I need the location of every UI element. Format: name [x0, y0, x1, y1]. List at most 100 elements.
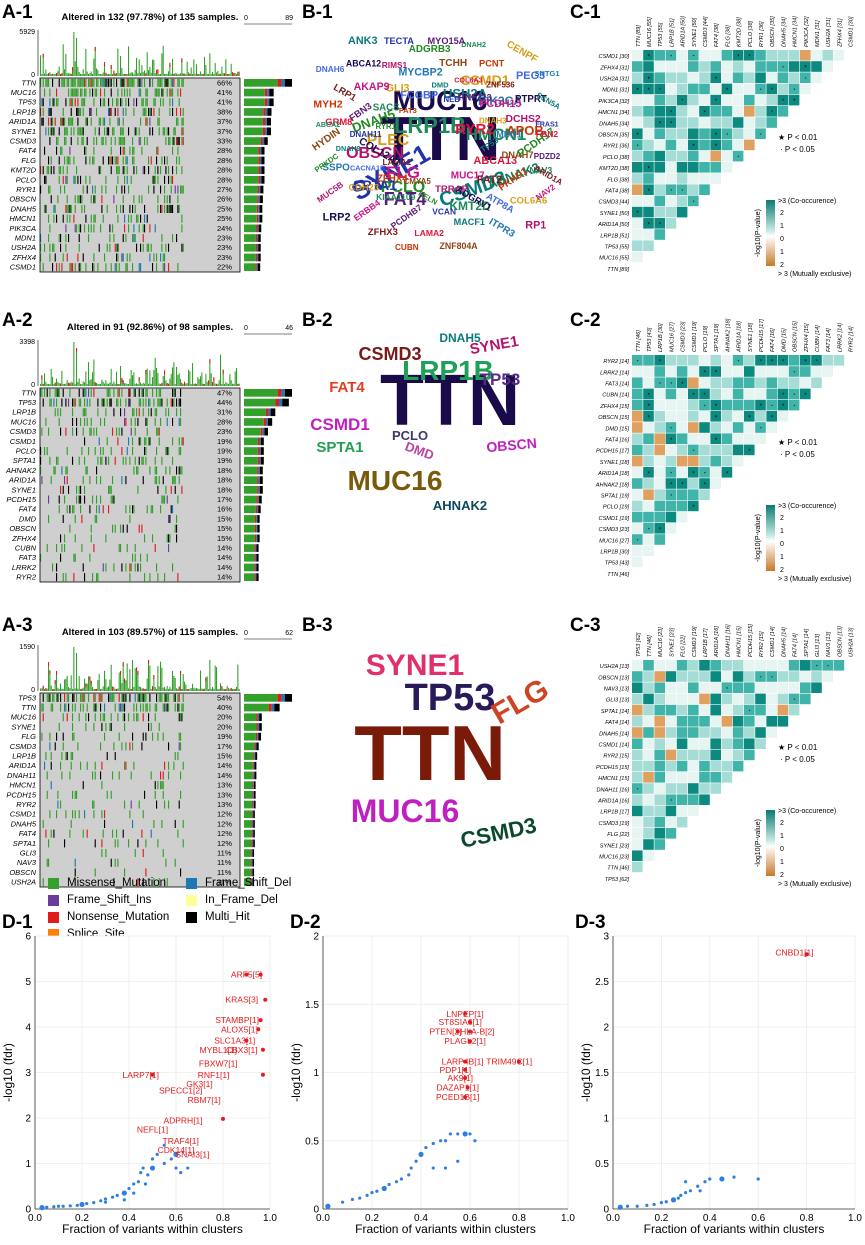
mutation-cell	[121, 693, 123, 702]
mutation-cell	[122, 156, 124, 165]
mutation-cell	[50, 166, 52, 175]
mutation-cell	[108, 156, 110, 165]
mutation-cell	[166, 156, 168, 165]
mutation-cell	[172, 388, 174, 397]
mutation-cell	[42, 703, 44, 712]
mutation-cell	[84, 495, 86, 504]
tmb-bar-top	[124, 678, 126, 683]
mutation-cell	[66, 214, 68, 223]
tmb-bar	[64, 383, 66, 386]
tmb-bar	[76, 38, 78, 76]
heatmap-cell	[699, 106, 710, 117]
mutation-cell	[172, 107, 174, 116]
scatter-point	[99, 1199, 103, 1203]
mutation-cell	[132, 505, 134, 514]
mutation-cell	[164, 78, 166, 87]
mutation-cell	[64, 117, 66, 126]
heatmap-cell	[665, 61, 677, 72]
gene-label: DNAH5	[11, 819, 37, 828]
mutation-cell	[104, 78, 106, 87]
heatmap-cell	[744, 388, 755, 400]
wordcloud-word: GLI3	[386, 82, 410, 94]
mutation-cell	[105, 175, 107, 184]
tmb-bar-top	[117, 383, 119, 386]
mutation-cell	[148, 243, 150, 252]
side-bar-multi	[258, 505, 261, 514]
tmb-bar	[52, 376, 54, 386]
mutation-cell	[72, 505, 74, 514]
heatmap-cell	[699, 660, 710, 671]
tmb-bar	[116, 72, 118, 76]
mutation-cell	[85, 175, 87, 184]
mutation-cell	[69, 771, 71, 780]
mutation-cell	[118, 771, 120, 780]
tmb-bar	[212, 686, 214, 691]
tmb-bar	[65, 678, 67, 691]
side-bar-nonsense	[263, 108, 266, 116]
gene-label: PCLO	[16, 175, 37, 184]
heatmap-cell	[665, 83, 677, 95]
mutation-cell	[50, 761, 52, 770]
scatter-point	[143, 1182, 148, 1186]
heatmap-cell	[788, 61, 800, 72]
mutation-cell	[58, 722, 60, 731]
side-bar-nonsense	[254, 742, 256, 751]
mutation-cell	[90, 417, 92, 426]
mutation-cell	[149, 117, 151, 126]
tmb-bar-top	[222, 369, 224, 374]
tmb-bar	[196, 64, 198, 76]
mutation-cell	[74, 858, 76, 867]
mutation-cell	[90, 427, 92, 436]
mutation-cell	[122, 117, 124, 126]
mutation-cell	[146, 243, 148, 252]
mutation-cell	[93, 810, 95, 819]
side-bar-missense	[244, 117, 263, 126]
mutation-cell	[98, 505, 100, 514]
x-tick-label: 0.4	[414, 1213, 428, 1224]
heatmap-star: *	[636, 88, 639, 94]
mutation-cell	[130, 214, 132, 223]
mutation-cell	[64, 534, 66, 543]
tmb-bar-top	[226, 73, 228, 76]
wordcloud-word: MUC5B	[315, 179, 345, 204]
legend-swatch	[186, 911, 197, 923]
pct-label: 13%	[217, 790, 232, 799]
side-bar-missense	[244, 820, 252, 828]
mutation-cell	[140, 214, 142, 223]
heatmap-cell	[643, 749, 654, 761]
heatmap-cell	[654, 150, 665, 162]
side-bar-multi	[266, 127, 271, 136]
gene-label: CSMD3	[10, 742, 37, 751]
tmb-bar	[134, 668, 136, 691]
mutation-cell	[145, 417, 147, 426]
tmb-bar	[226, 685, 228, 691]
mutation-cell	[94, 127, 96, 136]
legend-swatch	[48, 928, 59, 940]
mutation-cell	[104, 117, 106, 126]
scatter-point	[431, 1141, 435, 1146]
mutation-cell	[56, 544, 58, 553]
side-bar-missense	[244, 127, 263, 136]
mutation-cell	[108, 388, 110, 397]
heatmap-cell	[632, 511, 643, 523]
mutation-cell	[72, 713, 74, 722]
side-axis-max: 89	[285, 15, 293, 22]
mutation-cell	[126, 156, 128, 165]
scatter-point	[179, 1171, 183, 1175]
mutation-cell	[161, 78, 163, 87]
wordcloud-word: CSMD1	[310, 415, 370, 434]
mutation-cell	[172, 476, 174, 485]
heatmap-cell	[676, 727, 688, 738]
mutation-cell	[170, 398, 172, 407]
heatmap-cell	[721, 467, 733, 478]
tmb-bar	[132, 660, 134, 691]
mutation-cell	[42, 693, 44, 702]
tmb-bar	[132, 375, 134, 386]
mutation-cell	[161, 398, 163, 407]
mutation-cell	[162, 703, 164, 712]
mutation-cell	[168, 514, 170, 523]
side-bar-multi	[274, 703, 280, 712]
heatmap-star: *	[681, 382, 684, 388]
tmb-bar-top	[221, 686, 223, 691]
mutation-cell	[172, 146, 174, 155]
